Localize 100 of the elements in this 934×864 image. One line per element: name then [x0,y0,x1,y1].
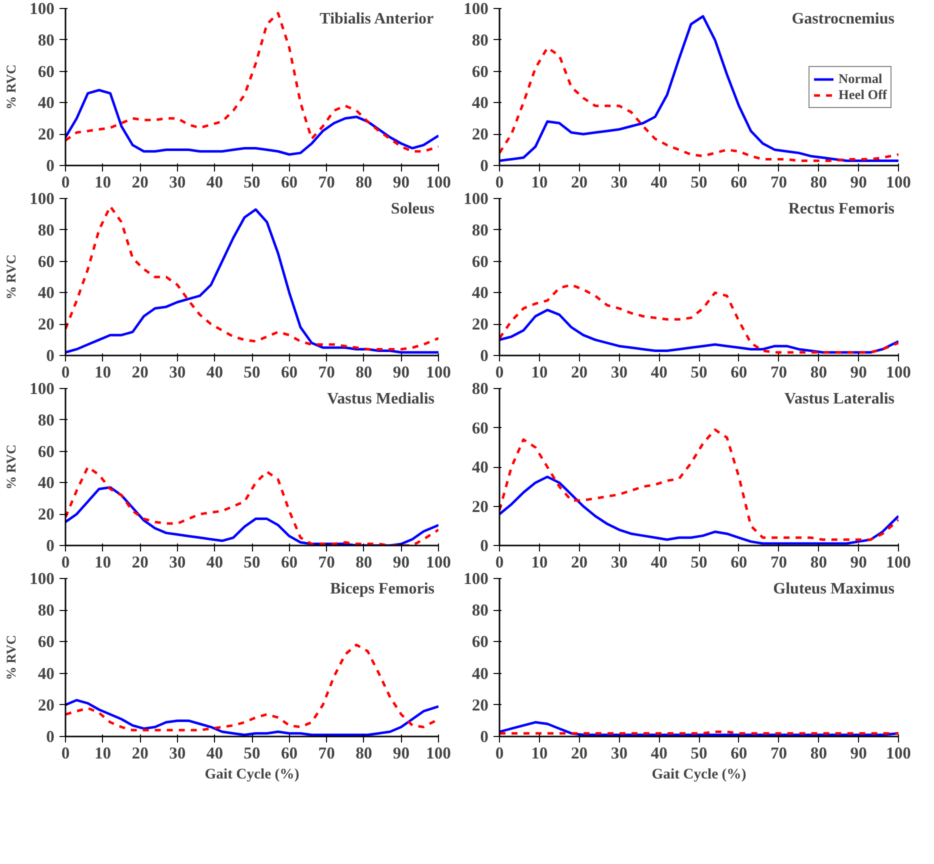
x-tick-label: 60 [280,552,298,572]
x-tick-label: 20 [132,552,148,572]
x-tick-label: 90 [392,744,410,762]
y-tick-label: 60 [38,252,54,271]
chart-title: Vastus Lateralis [784,390,895,408]
y-tick-label: 40 [472,664,488,683]
x-tick-label: 70 [318,172,335,192]
x-tick-label: 0 [495,552,504,572]
x-tick-label: 60 [280,744,298,762]
x-tick-label: 40 [650,552,668,572]
y-tick-label: 60 [38,442,54,461]
x-axis-title: Gait Cycle (%) [652,766,746,782]
y-tick-label: 20 [472,496,488,516]
x-tick-label: 20 [570,362,588,382]
x-tick-label: 90 [850,552,867,572]
x-tick-label: 30 [169,362,186,382]
x-tick-label: 100 [426,744,451,762]
y-tick-label: 100 [464,0,488,18]
x-tick-label: 90 [392,362,410,382]
x-tick-label: 70 [770,172,788,192]
x-tick-label: 100 [426,552,451,572]
x-tick-label: 40 [650,744,668,762]
x-tick-label: 50 [690,744,708,762]
x-tick-label: 30 [610,552,628,572]
y-tick-label: 40 [472,458,488,476]
x-tick-label: 100 [886,744,911,762]
x-tick-label: 10 [531,552,548,572]
x-tick-label: 50 [690,552,708,572]
x-tick-label: 60 [280,362,298,382]
x-tick-label: 0 [495,172,504,192]
x-tick-label: 30 [610,172,628,192]
y-tick-label: 20 [472,695,488,714]
x-tick-label: 80 [810,744,828,762]
x-tick-label: 80 [356,552,372,572]
y-tick-label: 0 [46,346,54,365]
chart-title: Vastus Medialis [327,390,435,408]
x-tick-label: 10 [531,172,548,192]
y-tick-label: 60 [472,632,488,652]
y-tick-label: 80 [38,220,54,240]
y-tick-label: 0 [480,346,488,365]
legend-label: Normal [838,70,882,86]
y-tick-label: 100 [30,0,54,18]
chart-title: Soleus [390,200,435,218]
x-tick-label: 40 [206,172,224,192]
x-tick-label: 100 [426,362,451,382]
x-tick-label: 90 [850,744,867,762]
y-tick-label: 0 [46,156,54,175]
x-tick-label: 60 [730,744,748,762]
y-tick-label: 80 [472,30,488,50]
x-tick-label: 30 [169,744,186,762]
x-tick-label: 20 [570,172,588,192]
y-tick-label: 0 [480,727,488,746]
y-tick-label: 40 [38,473,54,492]
x-tick-label: 10 [94,172,112,192]
y-axis-title: % RVC [4,444,19,490]
x-tick-label: 20 [132,172,148,192]
x-tick-label: 0 [61,552,70,572]
x-tick-label: 10 [94,362,112,382]
x-tick-label: 70 [770,552,788,572]
x-tick-label: 60 [730,552,748,572]
x-tick-label: 50 [690,362,708,382]
x-tick-label: 0 [61,172,70,192]
y-tick-label: 60 [38,62,54,81]
x-tick-label: 10 [531,362,548,382]
x-tick-label: 60 [730,362,748,382]
y-tick-label: 40 [38,93,54,112]
x-tick-label: 10 [531,744,548,762]
y-tick-label: 20 [38,314,54,334]
x-tick-label: 50 [244,552,260,572]
y-tick-label: 0 [480,536,488,555]
legend-label: Heel Off [838,86,887,102]
x-tick-label: 40 [650,362,668,382]
x-tick-label: 90 [392,552,410,572]
x-tick-label: 50 [244,744,260,762]
x-tick-label: 30 [610,362,628,382]
x-tick-label: 80 [356,362,372,382]
chart-title: Gluteus Maximus [773,580,894,598]
y-tick-label: 100 [464,569,488,588]
x-tick-label: 70 [318,362,335,382]
y-tick-label: 0 [46,536,54,555]
x-tick-label: 20 [132,744,148,762]
chart-title: Biceps Femoris [330,580,434,598]
y-tick-label: 40 [38,283,54,302]
x-axis-title: Gait Cycle (%) [204,766,300,782]
x-tick-label: 100 [886,362,911,382]
x-tick-label: 100 [886,172,911,192]
y-tick-label: 80 [472,220,488,240]
x-tick-label: 90 [850,362,867,382]
y-tick-label: 100 [30,569,54,588]
y-tick-label: 60 [472,252,488,271]
x-tick-label: 40 [206,744,224,762]
x-tick-label: 30 [169,172,186,192]
x-tick-label: 80 [356,172,372,192]
y-tick-label: 100 [30,189,54,208]
x-tick-label: 30 [610,744,628,762]
y-tick-label: 60 [472,418,488,438]
x-tick-label: 0 [61,362,70,382]
x-tick-label: 40 [206,362,224,382]
x-tick-label: 80 [810,172,828,192]
x-tick-label: 50 [690,172,708,192]
